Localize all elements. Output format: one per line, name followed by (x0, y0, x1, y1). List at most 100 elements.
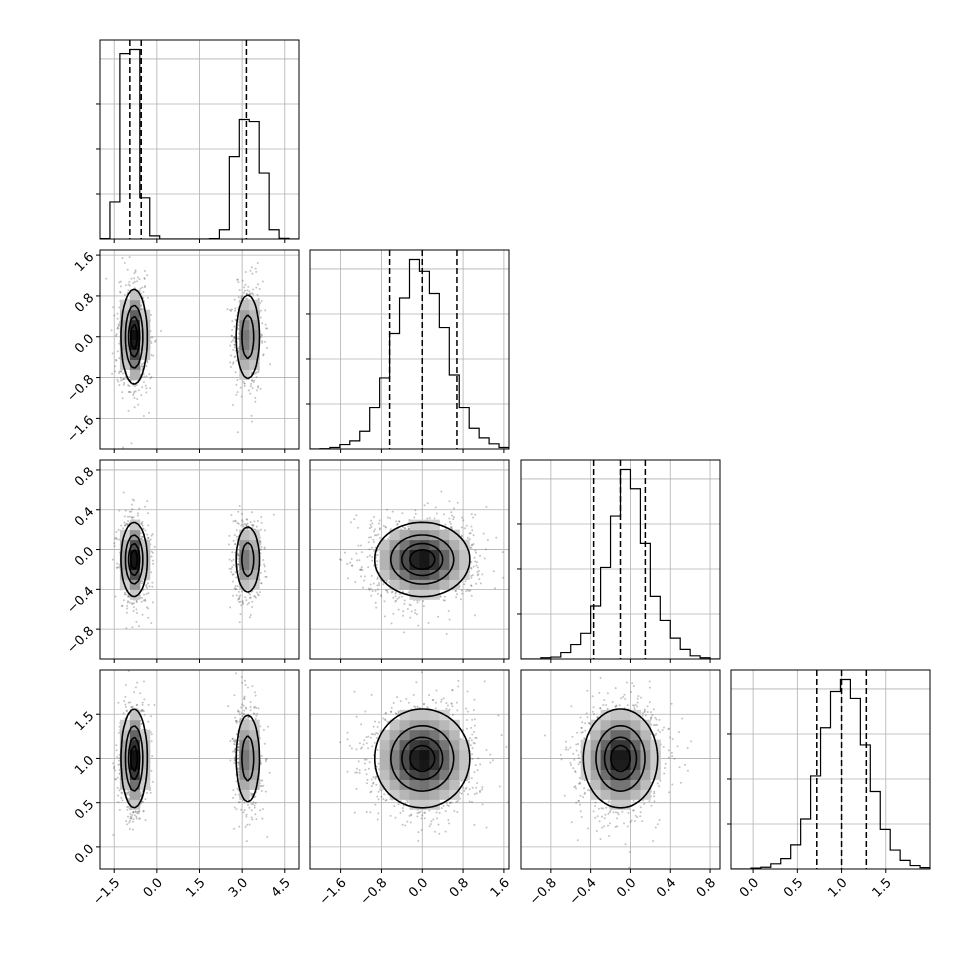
scatter-point (233, 335, 236, 338)
scatter-point (376, 560, 379, 563)
scatter-point (391, 510, 394, 513)
scatter-point (407, 527, 410, 530)
scatter-point (469, 546, 472, 549)
scatter-point (237, 554, 240, 557)
scatter-point (448, 500, 451, 503)
scatter-point (449, 526, 452, 529)
scatter-point (349, 561, 352, 564)
scatter-point (111, 558, 114, 561)
scatter-point (132, 394, 135, 397)
scatter-point (141, 613, 144, 616)
scatter-point (385, 508, 388, 511)
scatter-point (239, 613, 242, 616)
scatter-point (231, 551, 234, 554)
scatter-point (151, 533, 154, 536)
scatter-point (257, 283, 260, 286)
scatter-point (241, 520, 244, 523)
scatter-point (407, 528, 410, 531)
scatter-point (246, 298, 249, 301)
scatter-point (147, 524, 150, 527)
scatter-point (238, 505, 241, 508)
scatter-point (398, 520, 401, 523)
scatter-point (370, 594, 373, 597)
scatter-point (248, 290, 251, 293)
scatter-point (403, 527, 406, 530)
scatter-point (132, 811, 135, 814)
density-cell (129, 559, 141, 570)
scatter-point (406, 607, 409, 610)
scatter-point (433, 517, 436, 520)
scatter-point (226, 308, 229, 311)
scatter-point (501, 551, 504, 554)
density-cell (129, 359, 141, 370)
scatter-point (265, 575, 268, 578)
scatter-point (479, 582, 482, 585)
panel-content (731, 670, 930, 869)
scatter-point (268, 771, 271, 774)
scatter-point (111, 372, 114, 375)
scatter-point (241, 519, 244, 522)
scatter-point (123, 382, 126, 385)
scatter-point (389, 517, 392, 520)
scatter-point (105, 277, 108, 280)
scatter-point (115, 566, 118, 569)
density-cell (139, 559, 151, 570)
scatter-point (122, 712, 125, 715)
scatter-point (461, 592, 464, 595)
scatter-point (417, 624, 420, 627)
density-cell (249, 339, 260, 350)
scatter-point (241, 295, 244, 298)
scatter-point (355, 514, 358, 517)
scatter-point (142, 527, 145, 530)
panel-frame (309, 459, 510, 660)
scatter-point (126, 523, 129, 526)
scatter-point (135, 600, 138, 603)
scatter-point (233, 340, 236, 343)
scatter-point (149, 791, 152, 794)
scatter-point (263, 742, 266, 745)
scatter-point (141, 580, 144, 583)
scatter-point (116, 350, 119, 353)
scatter-point (264, 309, 267, 312)
scatter-point (235, 535, 238, 538)
scatter-point (244, 271, 247, 274)
scatter-point (255, 270, 258, 273)
density-cell (379, 539, 391, 551)
scatter-point (127, 600, 130, 603)
scatter-point (152, 354, 155, 357)
scatter-point (367, 566, 370, 569)
scatter-point (141, 524, 144, 527)
scatter-point (240, 712, 243, 715)
scatter-point (407, 525, 410, 528)
scatter-point (121, 792, 124, 795)
density-cell (239, 369, 250, 380)
scatter-point (118, 384, 121, 387)
scatter-point (477, 573, 480, 576)
scatter-point (120, 796, 123, 799)
scatter-point (474, 560, 477, 563)
scatter-point (245, 707, 248, 710)
scatter-point (396, 523, 399, 526)
scatter-point (118, 342, 121, 345)
scatter-point (350, 557, 353, 560)
scatter-point (132, 281, 135, 284)
scatter-point (239, 386, 242, 389)
scatter-point (232, 361, 235, 364)
scatter-point (375, 606, 378, 609)
scatter-point (236, 585, 239, 588)
scatter-point (229, 344, 232, 347)
density-cell (249, 559, 260, 570)
scatter-point (237, 563, 240, 566)
scatter-point (143, 286, 146, 289)
scatter-point (118, 281, 121, 284)
density-cell (119, 349, 131, 360)
scatter-point (394, 595, 397, 598)
scatter-point (121, 446, 124, 449)
scatter-point (230, 560, 233, 563)
scatter-point (255, 376, 258, 379)
scatter-point (241, 703, 244, 706)
scatter-point (233, 336, 236, 339)
scatter-point (238, 288, 241, 291)
histogram-step (310, 258, 509, 449)
scatter-point (230, 334, 233, 337)
